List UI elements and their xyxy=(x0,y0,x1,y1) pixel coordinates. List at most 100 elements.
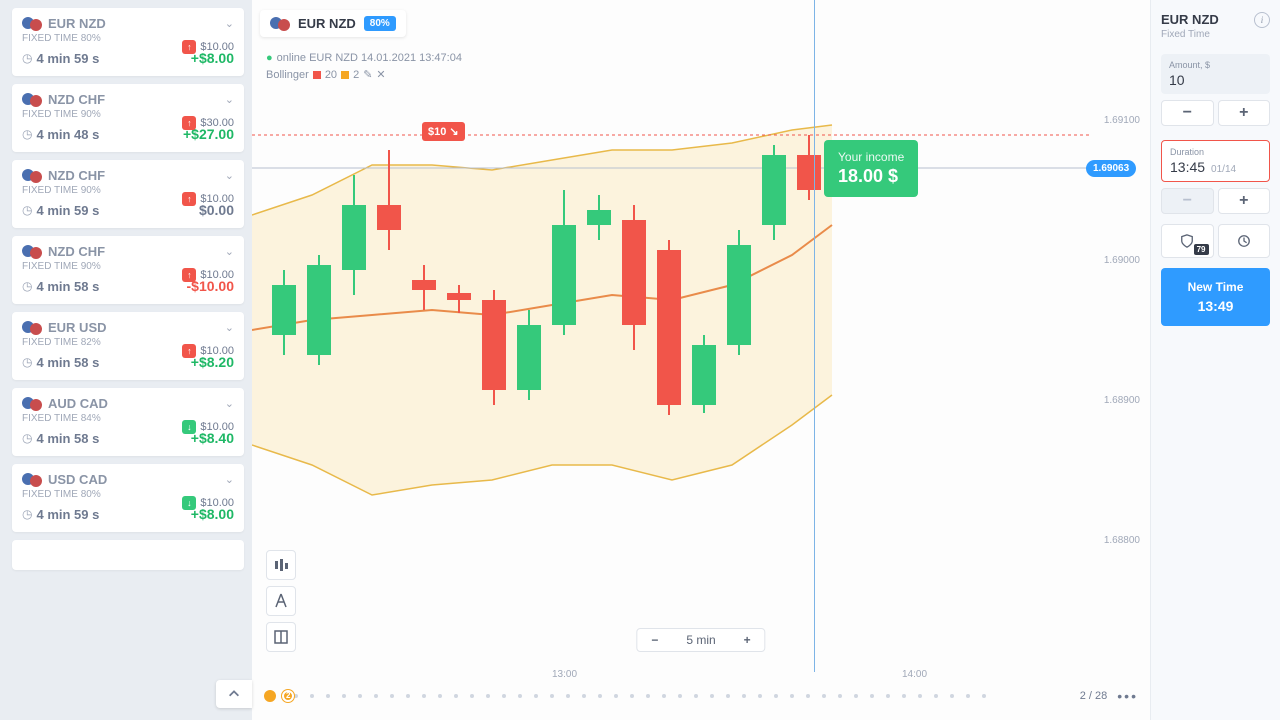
indicator-line: Bollinger 20 2 ✎ ✕ xyxy=(266,68,386,81)
flag-pair-icon xyxy=(22,169,42,183)
chart-tools xyxy=(266,550,296,652)
amount-minus-button[interactable]: − xyxy=(1161,100,1214,126)
timeframe-label: 5 min xyxy=(672,629,729,651)
direction-icon: ↑ xyxy=(182,40,196,54)
timeline-knob[interactable]: 2 xyxy=(282,690,294,702)
clock-icon: ◷ xyxy=(22,431,32,445)
duration-field[interactable]: Duration 13:4501/14 xyxy=(1161,140,1270,182)
position-card[interactable]: NZD CHF ⌄ FIXED TIME 90% ↑ $30.00 ◷ 4 mi… xyxy=(12,84,244,152)
y-axis-label: 1.68900 xyxy=(1104,395,1140,406)
position-timer: 4 min 58 s xyxy=(36,355,99,370)
more-icon[interactable]: ••• xyxy=(1117,688,1138,704)
tab-payout: 80% xyxy=(364,16,396,31)
clock-icon: ◷ xyxy=(22,127,32,141)
expand-sidebar-button[interactable] xyxy=(216,680,252,708)
flag-pair-icon xyxy=(22,397,42,411)
chart-area: EUR NZD 80% ●online EUR NZD 14.01.2021 1… xyxy=(252,0,1150,720)
position-amount: $30.00 xyxy=(200,117,234,129)
clock-icon: ◷ xyxy=(22,507,32,521)
drawing-tools-button[interactable] xyxy=(266,586,296,616)
amount-plus-button[interactable]: + xyxy=(1218,100,1271,126)
income-tooltip: Your income 18.00 $ xyxy=(824,140,918,197)
position-amount: $10.00 xyxy=(200,41,234,53)
panel-sub: Fixed Time xyxy=(1161,29,1219,40)
pair-name: EUR NZD xyxy=(48,16,106,31)
chevron-down-icon[interactable]: ⌄ xyxy=(225,473,234,486)
position-card[interactable]: NZD CHF ⌄ FIXED TIME 90% ↑ $10.00 ◷ 4 mi… xyxy=(12,160,244,228)
y-axis-label: 1.69000 xyxy=(1104,255,1140,266)
positions-sidebar[interactable]: EUR NZD ⌄ FIXED TIME 80% ↑ $10.00 ◷ 4 mi… xyxy=(0,0,252,720)
order-panel: EUR NZD Fixed Time i Amount, $ 10 − + Du… xyxy=(1150,0,1280,720)
amount-field[interactable]: Amount, $ 10 xyxy=(1161,54,1270,94)
x-axis-label: 13:00 xyxy=(552,669,577,680)
position-card[interactable]: AUD CAD ⌄ FIXED TIME 84% ↓ $10.00 ◷ 4 mi… xyxy=(12,388,244,456)
position-card[interactable]: EUR USD ⌄ FIXED TIME 82% ↑ $10.00 ◷ 4 mi… xyxy=(12,312,244,380)
history-timeline[interactable]: 2 2 / 28 ••• xyxy=(264,688,1138,704)
pair-name: NZD CHF xyxy=(48,244,105,259)
close-icon[interactable]: ✕ xyxy=(376,68,385,81)
current-price-pill: 1.69063 xyxy=(1086,160,1136,177)
direction-icon: ↓ xyxy=(182,496,196,510)
clock-icon: ◷ xyxy=(22,203,32,217)
chevron-down-icon[interactable]: ⌄ xyxy=(225,321,234,334)
chevron-down-icon[interactable]: ⌄ xyxy=(225,17,234,30)
clock-icon: ◷ xyxy=(22,279,32,293)
flag-pair-icon xyxy=(22,473,42,487)
position-timer: 4 min 59 s xyxy=(36,203,99,218)
flag-pair-icon xyxy=(22,93,42,107)
entry-price-pill: $10↘ xyxy=(422,122,465,141)
position-amount: $10.00 xyxy=(200,269,234,281)
position-timer: 4 min 48 s xyxy=(36,127,99,142)
layout-button[interactable] xyxy=(266,622,296,652)
clock-icon: ◷ xyxy=(22,51,32,65)
pair-name: USD CAD xyxy=(48,472,107,487)
pair-name: NZD CHF xyxy=(48,92,105,107)
duration-plus-button[interactable]: + xyxy=(1218,188,1271,214)
clock-icon: ◷ xyxy=(22,355,32,369)
flag-pair-icon xyxy=(22,17,42,31)
info-icon[interactable]: i xyxy=(1254,12,1270,28)
flag-pair-icon xyxy=(22,245,42,259)
time-cursor-line xyxy=(814,0,815,672)
position-timer: 4 min 58 s xyxy=(36,279,99,294)
pair-name: NZD CHF xyxy=(48,168,105,183)
clock-button[interactable] xyxy=(1218,224,1271,258)
position-amount: $10.00 xyxy=(200,497,234,509)
direction-icon: ↑ xyxy=(182,344,196,358)
chart-type-button[interactable] xyxy=(266,550,296,580)
chevron-down-icon[interactable]: ⌄ xyxy=(225,93,234,106)
y-axis-label: 1.68800 xyxy=(1104,535,1140,546)
pair-name: EUR USD xyxy=(48,320,107,335)
direction-icon: ↑ xyxy=(182,116,196,130)
instrument-tab[interactable]: EUR NZD 80% xyxy=(260,10,406,37)
chevron-down-icon[interactable]: ⌄ xyxy=(225,397,234,410)
position-card[interactable]: NZD CHF ⌄ FIXED TIME 90% ↑ $10.00 ◷ 4 mi… xyxy=(12,236,244,304)
timeline-count: 2 / 28 xyxy=(1080,690,1108,702)
position-card[interactable]: EUR NZD ⌄ FIXED TIME 80% ↑ $10.00 ◷ 4 mi… xyxy=(12,8,244,76)
timeframe-control: − 5 min + xyxy=(636,628,765,652)
position-amount: $10.00 xyxy=(200,193,234,205)
timeline-knob[interactable] xyxy=(264,690,276,702)
y-axis-label: 1.69100 xyxy=(1104,115,1140,126)
new-time-button[interactable]: New Time 13:49 xyxy=(1161,268,1270,326)
position-amount: $10.00 xyxy=(200,345,234,357)
direction-icon: ↓ xyxy=(182,420,196,434)
shield-button[interactable]: 79 xyxy=(1161,224,1214,258)
chevron-down-icon[interactable]: ⌄ xyxy=(225,245,234,258)
x-axis-label: 14:00 xyxy=(902,669,927,680)
direction-icon: ↑ xyxy=(182,192,196,206)
duration-minus-button[interactable]: − xyxy=(1161,188,1214,214)
tab-pair: EUR NZD xyxy=(298,16,356,31)
zoom-out-button[interactable]: − xyxy=(637,629,672,651)
direction-icon: ↑ xyxy=(182,268,196,282)
position-timer: 4 min 59 s xyxy=(36,51,99,66)
flag-pair-icon xyxy=(270,17,290,31)
zoom-in-button[interactable]: + xyxy=(730,629,765,651)
edit-icon[interactable]: ✎ xyxy=(363,68,372,81)
chevron-down-icon[interactable]: ⌄ xyxy=(225,169,234,182)
position-card[interactable]: USD CAD ⌄ FIXED TIME 80% ↓ $10.00 ◷ 4 mi… xyxy=(12,464,244,532)
pair-name: AUD CAD xyxy=(48,396,108,411)
position-timer: 4 min 59 s xyxy=(36,507,99,522)
flag-pair-icon xyxy=(22,321,42,335)
panel-pair: EUR NZD xyxy=(1161,12,1219,27)
